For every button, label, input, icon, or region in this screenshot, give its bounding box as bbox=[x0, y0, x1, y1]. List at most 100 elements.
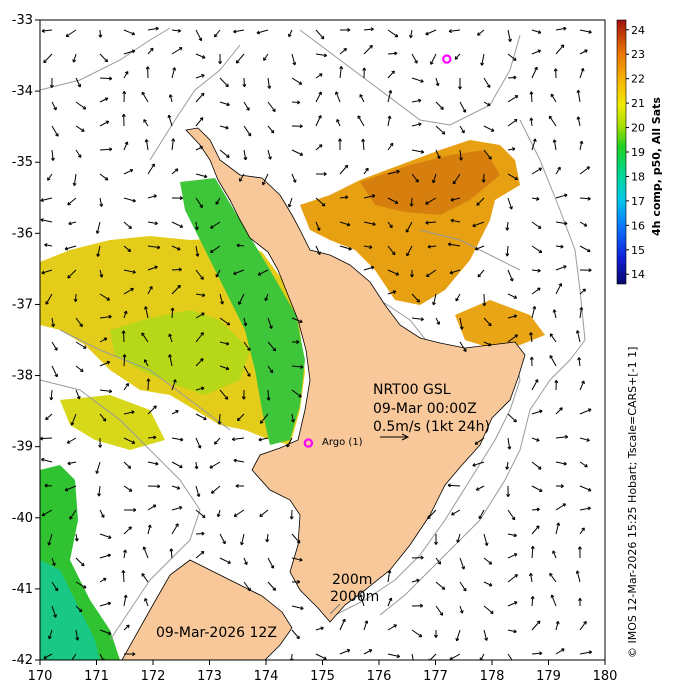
current-vector bbox=[123, 461, 131, 469]
current-vector bbox=[195, 173, 208, 178]
current-vector-head bbox=[434, 541, 438, 545]
colorbar-tick-label: 16 bbox=[631, 219, 645, 232]
current-vector-head bbox=[289, 658, 294, 660]
current-vector bbox=[449, 269, 461, 274]
current-vector-head bbox=[45, 416, 49, 421]
current-vector-head bbox=[108, 389, 113, 394]
current-vector-head bbox=[586, 438, 590, 442]
current-vector-head bbox=[300, 606, 304, 611]
current-vector-head bbox=[344, 164, 349, 169]
colorbar-tick-label: 20 bbox=[631, 122, 645, 135]
current-vector bbox=[531, 652, 543, 655]
current-vector bbox=[411, 77, 424, 83]
current-vector bbox=[75, 557, 85, 567]
current-vector-head bbox=[346, 222, 351, 227]
current-vector-head bbox=[418, 633, 423, 638]
current-vector-head bbox=[514, 334, 519, 338]
product-name-label: NRT00 GSL bbox=[373, 382, 451, 398]
current-vector-head bbox=[224, 396, 229, 400]
current-vector bbox=[143, 546, 149, 559]
current-vector-head bbox=[343, 48, 347, 52]
current-vector bbox=[99, 653, 104, 660]
current-vector-head bbox=[459, 610, 464, 614]
current-vector-head bbox=[487, 102, 491, 107]
current-vector bbox=[240, 533, 245, 546]
current-vector-head bbox=[129, 168, 134, 173]
current-vector-head bbox=[452, 180, 457, 185]
current-vector-head bbox=[409, 34, 413, 39]
current-vector-head bbox=[108, 76, 113, 81]
current-vector-head bbox=[587, 196, 591, 201]
current-vector-head bbox=[65, 33, 70, 37]
current-vector bbox=[531, 221, 542, 229]
current-vector bbox=[171, 138, 174, 151]
current-vector bbox=[507, 293, 517, 299]
current-vector bbox=[144, 359, 149, 367]
current-vector bbox=[531, 508, 540, 511]
current-vector-head bbox=[149, 286, 153, 290]
current-vector bbox=[507, 574, 518, 583]
current-vector bbox=[75, 605, 83, 613]
current-vector-head bbox=[441, 586, 446, 590]
current-vector bbox=[123, 310, 127, 319]
current-vector-head bbox=[299, 557, 303, 562]
current-vector bbox=[99, 315, 112, 319]
current-vector bbox=[531, 461, 542, 470]
current-vector bbox=[363, 620, 368, 631]
current-vector-head bbox=[106, 297, 111, 301]
current-vector-head bbox=[83, 585, 87, 589]
current-vector-head bbox=[512, 661, 515, 664]
current-vector bbox=[339, 48, 347, 55]
current-vector-head bbox=[538, 167, 543, 172]
current-vector bbox=[406, 245, 413, 257]
current-vector bbox=[549, 573, 557, 583]
current-vector-head bbox=[54, 587, 59, 592]
current-vector-head bbox=[428, 658, 430, 660]
current-vector-head bbox=[435, 82, 440, 87]
current-vector bbox=[41, 269, 53, 274]
current-vector bbox=[506, 245, 509, 257]
current-vector-head bbox=[362, 67, 367, 71]
current-vector bbox=[459, 605, 463, 614]
current-vector-head bbox=[447, 483, 451, 488]
current-vector bbox=[145, 139, 149, 151]
current-vector bbox=[432, 173, 437, 184]
depth-2000-label: 2000m bbox=[330, 589, 379, 605]
current-vector-head bbox=[131, 31, 136, 36]
current-vector-head bbox=[47, 177, 51, 181]
current-vector bbox=[426, 269, 437, 277]
current-vector-head bbox=[359, 94, 363, 98]
current-vector bbox=[477, 29, 485, 36]
current-vector-head bbox=[291, 419, 295, 423]
current-vector bbox=[459, 125, 465, 134]
current-vector bbox=[99, 197, 103, 207]
current-vector-head bbox=[41, 457, 45, 462]
current-vector bbox=[195, 437, 201, 449]
current-vector-head bbox=[66, 440, 71, 444]
current-vector-head bbox=[455, 297, 459, 302]
sst-patch-north-dark bbox=[360, 150, 500, 215]
current-vector-head bbox=[581, 380, 585, 384]
current-vector bbox=[506, 221, 509, 231]
current-vector-head bbox=[175, 523, 179, 527]
current-vector bbox=[387, 624, 397, 631]
current-vector bbox=[51, 341, 58, 351]
current-vector-head bbox=[177, 246, 181, 251]
current-vector bbox=[67, 269, 77, 279]
current-vector-head bbox=[359, 594, 363, 598]
current-vector-head bbox=[105, 120, 110, 125]
current-vector bbox=[483, 629, 488, 641]
current-vector bbox=[507, 437, 511, 450]
current-vector bbox=[579, 245, 591, 252]
current-vector bbox=[219, 317, 231, 326]
current-vector-head bbox=[233, 29, 237, 34]
current-vector-head bbox=[41, 512, 46, 517]
current-vector bbox=[459, 341, 467, 352]
current-vector-head bbox=[40, 198, 44, 203]
current-vector bbox=[507, 197, 513, 210]
current-vector-head bbox=[51, 323, 56, 328]
current-vector bbox=[122, 570, 125, 583]
current-vector bbox=[411, 149, 424, 153]
current-vector bbox=[387, 570, 391, 583]
current-vector-head bbox=[74, 538, 79, 542]
